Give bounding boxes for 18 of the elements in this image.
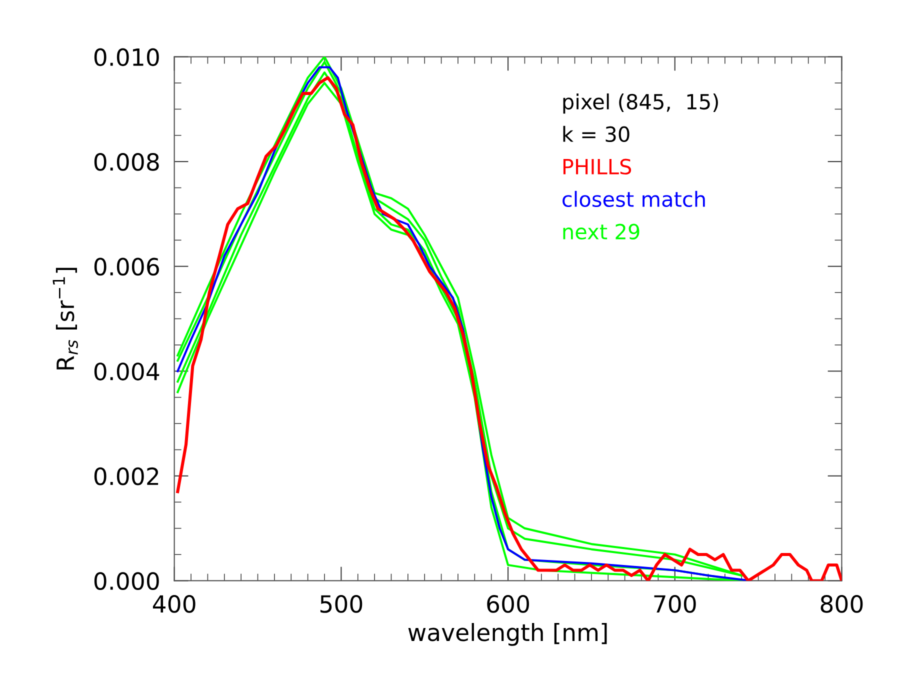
y-tick-label: 0.010 xyxy=(94,48,159,66)
x-tick-label: 700 xyxy=(654,595,696,613)
annotation: pixel (845, 15) xyxy=(563,93,718,114)
y-tick-label: 0.000 xyxy=(94,572,159,590)
y-tick-label: 0.004 xyxy=(94,362,160,380)
y-tick-label: 0.008 xyxy=(94,153,159,171)
y-tick-label: 0.002 xyxy=(94,467,158,486)
text: closest match xyxy=(562,190,705,208)
x-axis-title: wavelength [nm] xyxy=(408,623,607,646)
y-tick-label: 0.006 xyxy=(94,258,159,276)
x-tick-label: 500 xyxy=(320,595,362,613)
x-tick-label: 600 xyxy=(487,595,529,613)
y-axis-title: R$_{rs}$ [sr$^{−1}$] xyxy=(52,268,78,370)
text: PHILLS xyxy=(563,158,632,175)
x-tick-label: 400 xyxy=(152,595,196,613)
text: next 29 xyxy=(563,224,640,240)
x-tick-label: 800 xyxy=(820,595,863,613)
annotation: k = 30 xyxy=(563,126,630,142)
